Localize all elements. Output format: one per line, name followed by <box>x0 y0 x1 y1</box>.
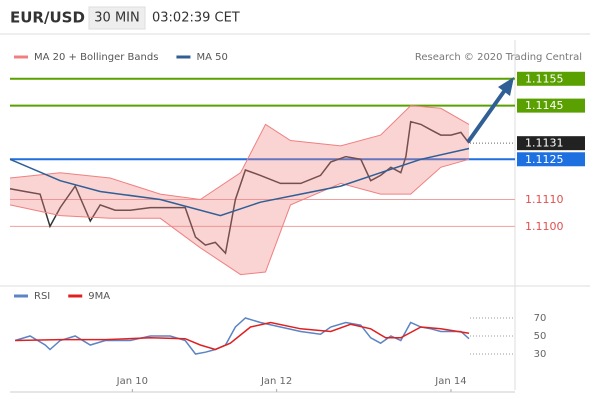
y-tick-label: 30 <box>534 349 547 360</box>
level-box <box>517 136 585 151</box>
interval: 30 MIN <box>94 11 139 26</box>
symbol: EUR/USD <box>10 9 85 27</box>
legend-label: 9MA <box>88 291 110 302</box>
level-label: 1.1110 <box>525 193 564 206</box>
legend-label: MA 20 + Bollinger Bands <box>34 52 158 63</box>
level-box <box>517 71 585 86</box>
level-label: 1.1155 <box>525 72 564 85</box>
band-upper <box>9 105 470 201</box>
interval-box <box>88 6 146 30</box>
band-fill <box>10 105 470 275</box>
series-line <box>9 147 470 217</box>
arrow-head <box>498 77 514 96</box>
x-tick-label: Jan 10 <box>116 376 148 387</box>
y-tick-label: 70 <box>534 313 547 324</box>
y-tick-label: 50 <box>534 331 547 342</box>
x-tick-label: Jan 12 <box>260 376 292 387</box>
legend-label: MA 50 <box>196 52 227 63</box>
legend-label: RSI <box>34 291 50 302</box>
x-tick-label: Jan 14 <box>434 376 466 387</box>
annotation <box>466 77 514 144</box>
series-line <box>15 321 470 351</box>
series-line <box>9 120 470 255</box>
band-lower <box>9 158 470 276</box>
level-label: 1.1131 <box>525 137 564 150</box>
level-label: 1.1145 <box>525 99 564 112</box>
credit: Research © 2020 Trading Central <box>415 52 582 63</box>
level-label: 1.1100 <box>525 220 564 233</box>
level-box <box>517 152 585 167</box>
time: 03:02:39 CET <box>152 11 240 26</box>
series-line <box>14 317 470 355</box>
forecast-arrow <box>466 88 507 144</box>
level-box <box>517 98 585 113</box>
level-label: 1.1125 <box>525 153 564 166</box>
